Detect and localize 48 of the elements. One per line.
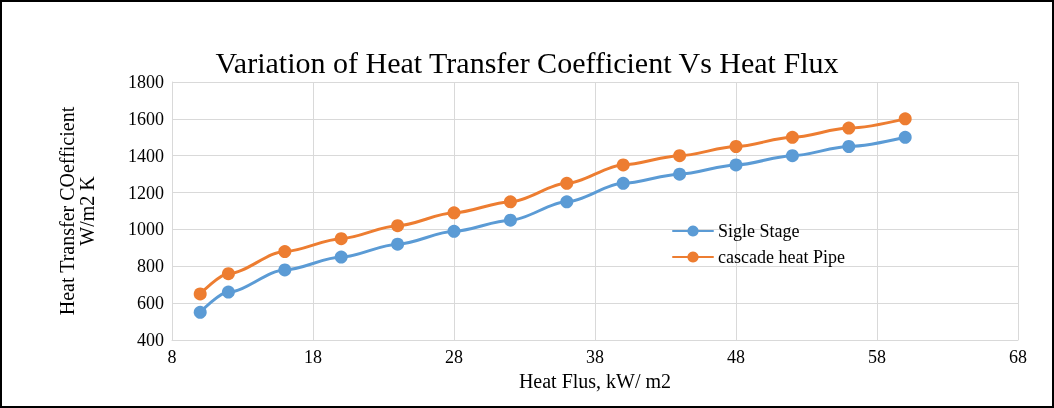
x-tick-label: 58 xyxy=(868,347,886,367)
point xyxy=(447,206,461,220)
point xyxy=(447,224,461,238)
point xyxy=(842,121,856,135)
point xyxy=(193,305,207,319)
point xyxy=(785,130,799,144)
point xyxy=(193,287,207,301)
point xyxy=(616,158,630,172)
y-tick-label: 1200 xyxy=(128,182,164,203)
point xyxy=(221,285,235,299)
x-tick-label: 48 xyxy=(727,347,745,367)
point xyxy=(616,176,630,190)
y-tick-label: 400 xyxy=(137,330,164,350)
x-tick-label: 28 xyxy=(445,347,463,367)
point xyxy=(334,250,348,264)
legend-label: Sigle Stage xyxy=(718,221,800,241)
x-tick-label: 68 xyxy=(1009,347,1027,367)
point xyxy=(673,149,687,163)
point xyxy=(391,237,405,251)
point xyxy=(503,213,517,227)
point xyxy=(673,167,687,181)
y-tick-label: 1800 xyxy=(128,72,164,92)
point xyxy=(560,195,574,209)
x-tick-label: 38 xyxy=(586,347,604,367)
point xyxy=(221,267,235,281)
point xyxy=(842,140,856,153)
chart-title: Variation of Heat Transfer Coefficient Vs Heat Flux xyxy=(215,45,839,79)
y-tick-label: 1000 xyxy=(128,219,164,240)
point xyxy=(560,176,574,190)
x-tick-label: 18 xyxy=(304,347,322,367)
legend-label: cascade heat Pipe xyxy=(718,247,845,267)
point xyxy=(278,245,292,259)
point xyxy=(785,149,799,163)
y-tick-label: 1400 xyxy=(128,145,164,166)
point xyxy=(898,112,912,126)
point xyxy=(391,219,405,233)
point xyxy=(729,158,743,172)
point xyxy=(503,195,517,209)
point xyxy=(729,140,743,153)
y-tick-label: 800 xyxy=(137,256,164,277)
y-tick-label: 1600 xyxy=(128,108,164,129)
y-axis-title: Heat Transfer COefficient W/m2 K xyxy=(56,106,98,316)
y-tick-label: 600 xyxy=(137,293,164,314)
x-axis-title: Heat Flus, kW/ m2 xyxy=(518,369,672,392)
point xyxy=(278,263,292,277)
x-tick-label: 8 xyxy=(167,347,177,367)
point xyxy=(898,130,912,144)
point xyxy=(334,232,348,246)
